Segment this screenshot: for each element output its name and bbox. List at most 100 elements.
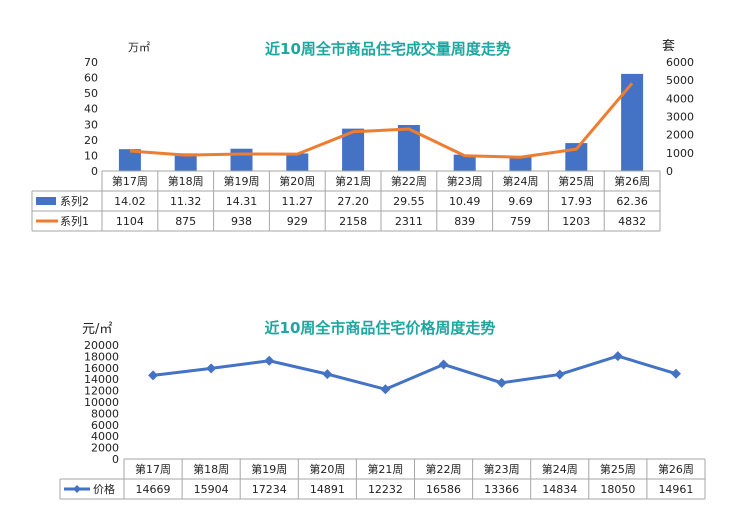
chart1-right-unit: 套 [662,38,675,54]
volume-bar [509,155,532,171]
category-label: 第24周 [503,174,539,188]
category-label: 第22周 [426,462,462,476]
category-label: 第26周 [614,174,650,188]
left-axis-tick-label: 70 [84,56,98,69]
right-axis-tick-label: 4000 [666,92,694,105]
chart2-unit: 元/㎡ [82,322,112,337]
price-data-label: 16586 [426,483,461,496]
y-axis-tick-label: 18000 [84,350,119,363]
category-label: 第22周 [391,174,427,188]
price-legend-marker [73,485,81,493]
chart2-title: 近10周全市商品住宅价格周度走势 [265,319,496,337]
left-axis-tick-label: 20 [84,134,98,147]
category-label: 第20周 [309,462,345,476]
price-point [554,369,565,380]
y-axis-tick-label: 0 [112,453,119,466]
series1-legend-label: 系列1 [60,214,89,228]
volume-data-label: 29.55 [393,195,425,208]
right-axis-tick-label: 2000 [666,129,694,142]
price-data-label: 12232 [368,483,403,496]
price-point [612,351,623,362]
price-point [206,363,217,374]
left-axis-tick-label: 40 [84,103,98,116]
volume-bar [118,149,141,171]
volume-data-label: 14.31 [226,195,258,208]
y-axis-tick-label: 16000 [84,362,119,375]
price-data-label: 17234 [252,483,287,496]
category-label: 第24周 [542,462,578,476]
category-label: 第17周 [135,462,171,476]
category-label: 第21周 [367,462,403,476]
sales-count-data-label: 2158 [339,215,367,228]
price-data-label: 14669 [136,483,171,496]
price-point [438,359,449,370]
volume-data-label: 17.93 [561,195,593,208]
volume-chart: 近10周全市商品住宅成交量周度走势 万㎡ 套 0 10 20 30 40 50 60 70 0 1… [31,38,694,232]
right-axis-tick-label: 3000 [666,111,694,124]
left-axis-tick-label: 50 [84,87,98,100]
y-axis-tick-label: 6000 [91,419,119,432]
sales-count-data-label: 938 [231,215,252,228]
category-label: 第18周 [168,174,204,188]
price-data-label: 14834 [542,483,577,496]
left-axis-tick-label: 30 [84,118,98,131]
volume-bar [453,154,476,171]
y-axis-tick-label: 4000 [91,430,119,443]
price-data-label: 15904 [194,483,229,496]
price-point [380,384,391,395]
right-axis-tick-label: 0 [666,165,673,178]
volume-data-label: 62.36 [616,195,648,208]
left-axis-tick-label: 0 [91,165,98,178]
price-point [148,370,159,381]
left-axis-tick-label: 60 [84,72,98,85]
category-label: 第26周 [658,462,694,476]
category-label: 第18周 [193,462,229,476]
sales-count-line [129,82,634,159]
price-data-label: 13366 [484,483,519,496]
chart1-title: 近10周全市商品住宅成交量周度走势 [265,40,511,58]
price-line [152,354,677,391]
sales-count-data-label: 875 [175,215,196,228]
price-legend-label: 价格 [93,482,115,496]
volume-bar [174,153,197,171]
y-axis-tick-label: 12000 [84,385,119,398]
volume-bar [397,124,420,171]
y-axis-tick-label: 14000 [84,373,119,386]
category-label: 第23周 [447,174,483,188]
price-point [670,368,681,379]
sales-count-data-label: 929 [287,215,308,228]
category-label: 第20周 [279,174,315,188]
price-point [322,369,333,380]
price-point [496,377,507,388]
category-label: 第21周 [335,174,371,188]
y-axis-tick-label: 8000 [91,407,119,420]
sales-count-data-label: 1104 [116,215,144,228]
left-axis-tick-label: 10 [84,149,98,162]
sales-count-data-label: 839 [454,215,475,228]
sales-count-data-label: 1203 [562,215,590,228]
sales-count-data-label: 4832 [618,215,646,228]
sales-count-data-label: 759 [510,215,531,228]
category-label: 第23周 [484,462,520,476]
volume-bar [286,153,309,171]
price-data-label: 18050 [600,483,635,496]
category-label: 第25周 [558,174,594,188]
price-data-label: 14891 [310,483,345,496]
category-label: 第17周 [112,174,148,188]
category-label: 第25周 [600,462,636,476]
right-axis-tick-label: 6000 [666,56,694,69]
category-label: 第19周 [251,462,287,476]
volume-data-label: 27.20 [337,195,369,208]
sales-count-data-label: 2311 [395,215,423,228]
volume-data-label: 11.27 [282,195,314,208]
right-axis-tick-label: 1000 [666,147,694,160]
volume-data-label: 11.32 [170,195,202,208]
series2-legend-key [36,197,56,205]
price-point [264,355,275,366]
volume-bar [621,73,644,171]
volume-data-label: 10.49 [449,195,481,208]
series2-legend-label: 系列2 [60,194,89,208]
volume-data-label: 9.69 [508,195,533,208]
category-label: 第19周 [224,174,260,188]
